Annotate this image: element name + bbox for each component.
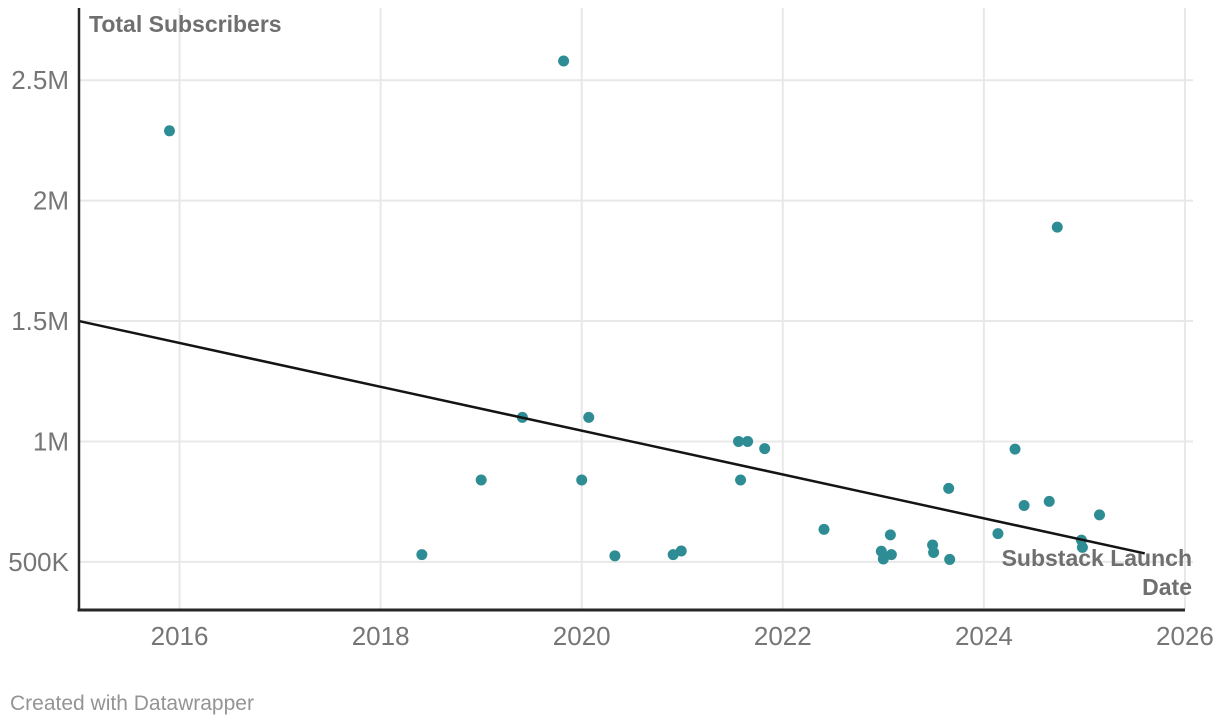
data-point: [1018, 499, 1030, 511]
data-point: [877, 553, 889, 565]
data-point: [1009, 443, 1021, 455]
data-point: [759, 443, 771, 455]
y-tick-label: 2M: [33, 186, 69, 216]
data-point: [416, 549, 428, 561]
trend-line: [78, 319, 1146, 555]
x-tick-label: 2016: [151, 621, 209, 651]
data-point: [735, 474, 747, 486]
y-tick-label: 1M: [33, 426, 69, 456]
x-tick-label: 2024: [955, 621, 1013, 651]
x-tick-label: 2018: [352, 621, 410, 651]
attribution-text: Created with Datawrapper: [10, 692, 254, 715]
y-tick-label: 500K: [8, 547, 69, 577]
data-point: [1093, 509, 1105, 521]
data-point: [1043, 495, 1055, 507]
data-point: [928, 546, 940, 558]
data-point: [733, 435, 745, 447]
data-point: [583, 411, 595, 423]
x-axis-title: Substack Launch Date: [1002, 544, 1192, 602]
data-point: [576, 474, 588, 486]
data-point: [163, 125, 175, 137]
x-tick-label: 2020: [553, 621, 611, 651]
data-point: [1076, 541, 1088, 553]
data-point: [742, 435, 754, 447]
y-tick-label: 1.5M: [11, 306, 69, 336]
data-point: [609, 550, 621, 562]
x-tick-label: 2022: [754, 621, 812, 651]
data-point: [884, 529, 896, 541]
data-point: [944, 553, 956, 565]
data-point: [675, 545, 687, 557]
y-tick-label: 2.5M: [11, 65, 69, 95]
data-point: [475, 474, 487, 486]
data-point: [558, 55, 570, 67]
x-tick-label: 2026: [1156, 621, 1214, 651]
x-axis-title-line1: Substack Launch: [1001, 545, 1192, 571]
plot-canvas: 2016 2018 2020 2022 2024 2026 500K 1M 1.5M 2M 2.5M: [8, 8, 1214, 651]
y-axis-title: Total Subscribers: [89, 11, 282, 37]
data-point: [992, 528, 1004, 540]
x-axis-title-line2: Date: [1142, 574, 1192, 600]
data-point: [885, 549, 897, 561]
data-point: [943, 482, 955, 494]
data-point: [1051, 221, 1063, 233]
data-point: [818, 523, 830, 535]
